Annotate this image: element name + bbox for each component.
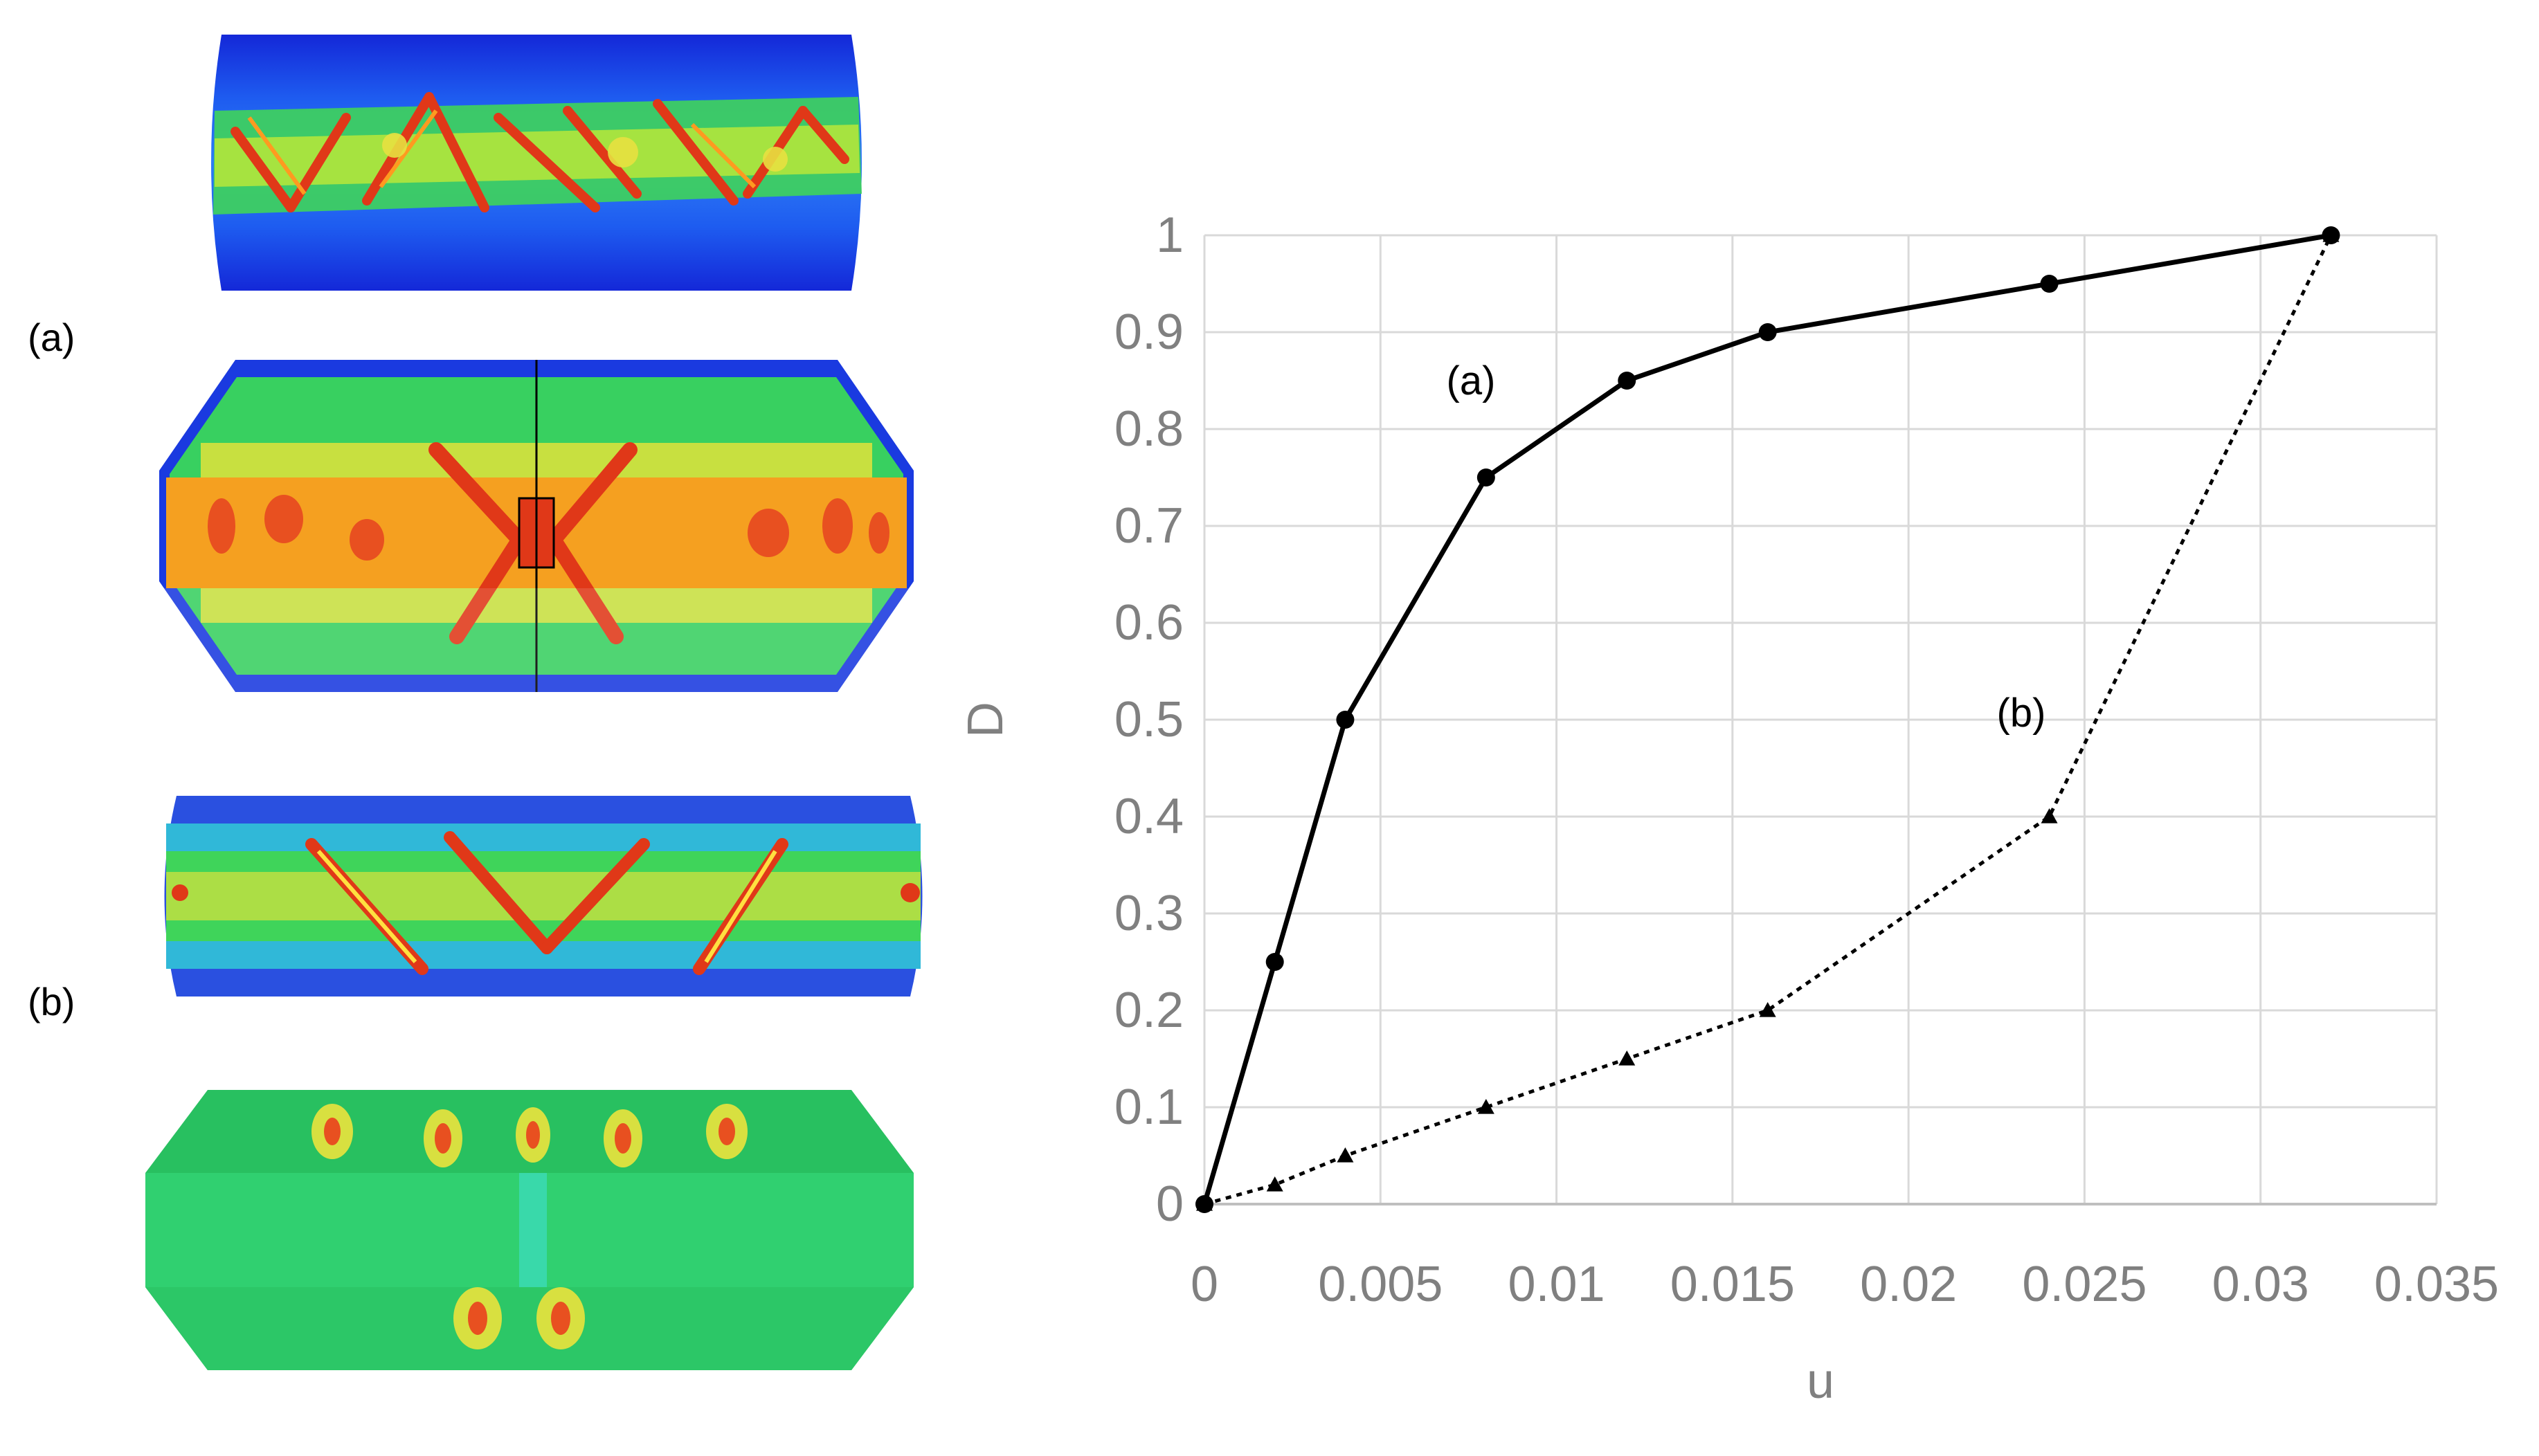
x-tick-label: 0.03 bbox=[2212, 1257, 2309, 1312]
x-tick-label: 0 bbox=[1191, 1257, 1218, 1312]
specimen-b-top-image bbox=[164, 796, 923, 997]
specimen-b-side-image bbox=[145, 1090, 914, 1370]
y-tick-label: 0.7 bbox=[1114, 498, 1184, 554]
specimen-a-top-image bbox=[211, 35, 862, 291]
x-tick-label: 0.035 bbox=[2374, 1257, 2499, 1312]
y-tick-label: 0.2 bbox=[1114, 983, 1184, 1038]
x-tick-label: 0.005 bbox=[1318, 1257, 1443, 1312]
x-tick-label: 0.025 bbox=[2022, 1257, 2147, 1312]
damage-displacement-chart: 0 0.1 0.2 0.3 0.4 0.5 0.6 0.7 0.8 0.9 1 0 0.005 0.01… bbox=[958, 208, 2499, 1409]
series-line-a bbox=[1202, 233, 2332, 1205]
x-axis-title: u bbox=[1807, 1354, 1834, 1409]
y-axis-title: D bbox=[958, 702, 1013, 738]
data-point bbox=[1336, 711, 1355, 729]
y-tick-label: 0.8 bbox=[1114, 401, 1184, 457]
x-axis-ticks: 0 0.005 0.01 0.015 0.02 0.025 0.03 0.035 bbox=[1191, 1257, 2499, 1312]
data-point bbox=[2041, 808, 2058, 823]
data-point bbox=[1477, 1099, 1494, 1114]
series-label-a: (a) bbox=[1447, 358, 1496, 403]
data-point bbox=[1476, 468, 1495, 486]
y-tick-label: 0.9 bbox=[1114, 304, 1184, 360]
x-tick-label: 0.01 bbox=[1508, 1257, 1605, 1312]
data-point bbox=[1759, 1002, 1776, 1017]
x-tick-label: 0.015 bbox=[1670, 1257, 1795, 1312]
data-point bbox=[2322, 227, 2340, 242]
y-tick-label: 0.1 bbox=[1114, 1080, 1184, 1135]
chart-grid bbox=[1203, 234, 2438, 1205]
y-tick-label: 0 bbox=[1156, 1176, 1184, 1232]
chart-series bbox=[1195, 226, 2340, 1213]
data-point bbox=[2040, 275, 2059, 293]
x-tick-label: 0.02 bbox=[1860, 1257, 1957, 1312]
data-point bbox=[1618, 372, 1636, 390]
panel-label-b: (b) bbox=[28, 980, 75, 1023]
y-tick-label: 1 bbox=[1156, 208, 1184, 263]
y-tick-label: 0.6 bbox=[1114, 595, 1184, 650]
y-tick-label: 0.5 bbox=[1114, 692, 1184, 747]
data-point bbox=[1196, 1196, 1213, 1211]
specimen-a-side-image bbox=[159, 360, 914, 692]
y-tick-label: 0.3 bbox=[1114, 886, 1184, 941]
series-label-b: (b) bbox=[1997, 691, 2046, 736]
data-point bbox=[1337, 1147, 1354, 1163]
y-tick-label: 0.4 bbox=[1114, 789, 1184, 844]
panel-label-a: (a) bbox=[28, 316, 75, 359]
data-point bbox=[1758, 323, 1777, 341]
y-axis-ticks: 0 0.1 0.2 0.3 0.4 0.5 0.6 0.7 0.8 0.9 1 bbox=[1114, 208, 1184, 1232]
data-point bbox=[1618, 1050, 1636, 1066]
data-point bbox=[1266, 1176, 1283, 1192]
data-point bbox=[1265, 953, 1284, 971]
